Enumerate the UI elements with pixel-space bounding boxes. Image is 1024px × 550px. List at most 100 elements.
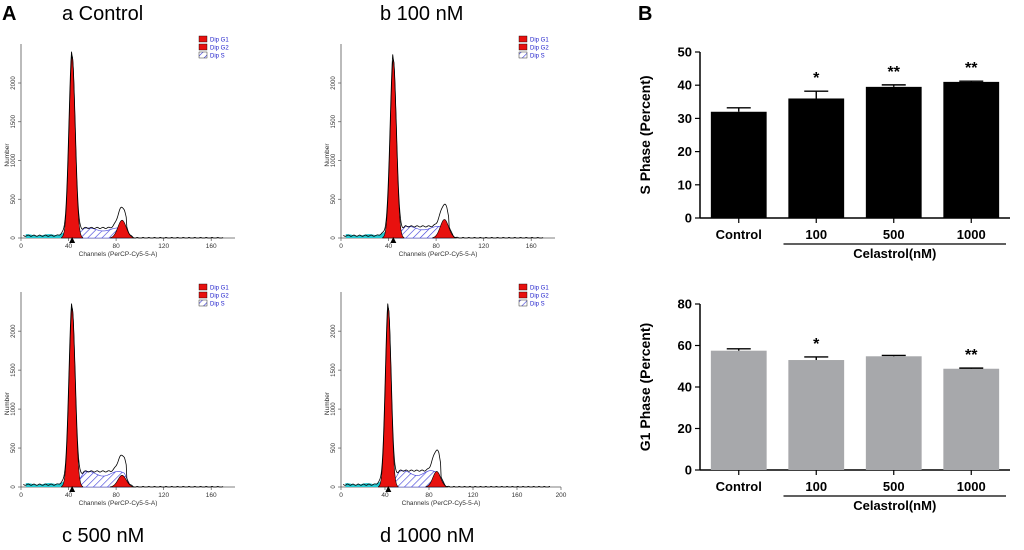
category-label: 1000	[957, 479, 986, 494]
debris-area	[345, 477, 389, 487]
histogram-title: d 1000 nM	[380, 525, 475, 547]
debris-area	[25, 477, 73, 487]
y-tick-label: 500	[11, 442, 17, 453]
category-label: 500	[883, 479, 905, 494]
histogram-envelope	[23, 51, 224, 239]
legend-label: Dip S	[210, 302, 225, 308]
x-tick-label: 40	[385, 243, 393, 250]
y-tick-label: 1000	[331, 153, 337, 167]
g1-peak	[382, 58, 405, 239]
legend-swatch	[518, 35, 528, 43]
legend-swatch	[518, 291, 528, 299]
x-tick-label: 160	[526, 243, 537, 250]
legend-label: Dip G1	[530, 38, 549, 44]
group-label: Celastrol(nM)	[853, 498, 936, 513]
legend-swatch	[198, 35, 208, 43]
x-tick-label: 0	[19, 243, 23, 250]
category-label: Control	[716, 479, 762, 494]
legend-label: Dip G1	[210, 286, 229, 292]
legend-swatch	[198, 43, 208, 51]
legend-swatch	[198, 283, 208, 291]
x-axis-label: Channels (PerCP-Cy5-5-A)	[79, 251, 158, 258]
s-phase-bar-chart: 0 10 20 30 40 50 S Phase (Percent) Control * 100 *…	[637, 45, 1010, 261]
x-axis-label: Channels (PerCP-Cy5-5-A)	[79, 500, 158, 507]
x-tick-label: 120	[468, 492, 479, 499]
significance-marker: *	[813, 70, 820, 87]
x-tick-label: 80	[432, 243, 440, 250]
y-tick-label: 0	[331, 236, 337, 240]
legend-swatch	[198, 291, 208, 299]
y-axis-label: Number	[324, 391, 331, 415]
x-tick-label: 80	[425, 492, 433, 499]
y-tick-label: 0	[11, 485, 17, 489]
y-axis-label: Number	[4, 143, 11, 167]
x-tick-label: 80	[112, 492, 120, 499]
y-tick-label: 40	[678, 380, 692, 395]
legend-label: Dip S	[530, 54, 545, 60]
bar	[865, 86, 922, 218]
histogram-title: a Control	[62, 3, 143, 25]
legend-swatch	[518, 299, 528, 307]
y-tick-label: 2000	[11, 76, 17, 90]
y-tick-label: 20	[678, 421, 692, 436]
significance-marker: *	[813, 336, 820, 353]
y-tick-label: 20	[678, 144, 692, 159]
g1-marker-triangle	[390, 237, 397, 243]
category-label: 1000	[957, 227, 986, 242]
legend-label: Dip S	[530, 302, 545, 308]
histogram-500nm: c 500 nM 0 500 1000 1500 2000 0 40 80 120 160 Chann…	[4, 283, 235, 547]
legend-label: Dip S	[210, 54, 225, 60]
legend-label: Dip G2	[210, 294, 229, 300]
y-tick-label: 2000	[11, 324, 17, 338]
y-tick-label: 30	[678, 111, 692, 126]
bar	[710, 350, 767, 470]
histogram-100nm: b 100 nM 0 500 1000 1500 2000 0 40 80 120 160 Chann…	[324, 3, 555, 258]
x-axis-label: Channels (PerCP-Cy5-5-A)	[402, 500, 481, 507]
y-tick-label: 1000	[11, 153, 17, 167]
y-tick-label: 500	[331, 194, 337, 205]
y-tick-label: 1500	[331, 114, 337, 128]
y-tick-label: 0	[685, 463, 692, 478]
g2-peak	[109, 475, 135, 488]
histogram-control: a Control 0 500 1000 1500 2000 0 40 80 120 160 Chan…	[4, 3, 235, 258]
x-tick-label: 200	[556, 492, 567, 499]
bar	[943, 368, 1000, 470]
x-tick-label: 40	[381, 492, 389, 499]
significance-marker: **	[888, 64, 901, 81]
legend-label: Dip G1	[210, 38, 229, 44]
x-tick-label: 0	[339, 492, 343, 499]
y-axis-label: S Phase (Percent)	[637, 75, 653, 194]
g1-peak	[61, 54, 84, 239]
panel-b-label: B	[638, 3, 652, 25]
legend-swatch	[518, 283, 528, 291]
legend-label: Dip G2	[210, 46, 229, 52]
g2-peak	[109, 219, 135, 239]
x-tick-label: 40	[65, 243, 73, 250]
category-label: Control	[716, 227, 762, 242]
y-tick-label: 0	[685, 211, 692, 226]
histogram-envelope	[23, 303, 224, 488]
panel-a-label: A	[2, 3, 16, 25]
category-label: 100	[805, 227, 827, 242]
legend-label: Dip G2	[530, 294, 549, 300]
histogram-envelope	[342, 303, 551, 488]
y-tick-label: 2000	[331, 324, 337, 338]
y-axis-label: Number	[324, 143, 331, 167]
x-tick-label: 120	[158, 243, 169, 250]
histogram-envelope	[343, 54, 544, 239]
y-tick-label: 1000	[331, 402, 337, 416]
histogram-1000nm: d 1000 nM 0 500 1000 1500 2000 0 40 80 120 160 200 C…	[324, 283, 567, 547]
g1-phase-bar-chart: 0 20 40 60 80 G1 Phase (Percent) Control * 100 50…	[637, 297, 1010, 513]
legend-swatch	[518, 43, 528, 51]
histogram-title: c 500 nM	[62, 525, 144, 547]
bar	[788, 360, 845, 470]
g1-marker-triangle	[69, 486, 76, 492]
x-tick-label: 0	[339, 243, 343, 250]
x-tick-label: 160	[512, 492, 523, 499]
legend-label: Dip G1	[530, 286, 549, 292]
y-tick-label: 1500	[11, 114, 17, 128]
g1-marker-triangle	[385, 486, 392, 492]
x-tick-label: 80	[112, 243, 120, 250]
x-tick-label: 120	[478, 243, 489, 250]
